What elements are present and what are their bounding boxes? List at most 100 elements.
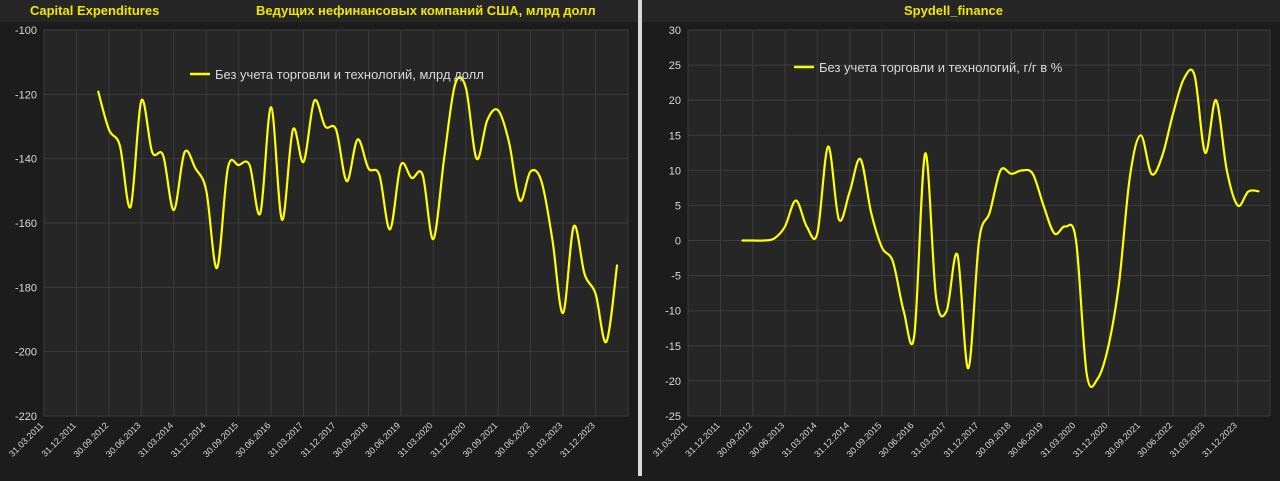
data-point <box>1010 173 1012 175</box>
data-point <box>551 238 553 240</box>
data-point <box>616 264 618 266</box>
data-point <box>249 164 251 166</box>
data-point <box>259 212 261 214</box>
data-point <box>827 145 829 148</box>
y-tick-label: -120 <box>15 89 37 101</box>
data-point <box>335 129 337 131</box>
y-tick-label: 0 <box>675 236 681 248</box>
left-chart: -100-120-140-160-180-200-22031.03.201131… <box>7 25 629 459</box>
data-point <box>870 211 872 214</box>
y-tick-label: 25 <box>669 60 681 72</box>
data-point <box>411 177 413 179</box>
series-line <box>741 68 1260 388</box>
data-point <box>763 239 765 242</box>
center-title: Ведущих нефинансовых компаний США, млрд … <box>256 3 596 18</box>
data-point <box>1161 155 1163 157</box>
data-point <box>1226 169 1228 171</box>
data-point <box>1032 173 1034 175</box>
data-point <box>140 100 142 102</box>
data-point <box>216 267 218 269</box>
y-tick-label: -10 <box>665 306 681 318</box>
data-point <box>924 152 926 155</box>
data-point <box>486 119 488 121</box>
data-point <box>270 106 272 108</box>
data-point <box>303 161 305 163</box>
data-point <box>605 341 607 343</box>
data-point <box>422 174 424 176</box>
y-tick-label: -15 <box>665 341 681 353</box>
data-point <box>1021 169 1023 171</box>
data-point <box>1258 190 1260 192</box>
y-tick-label: -100 <box>15 25 37 37</box>
data-point <box>367 167 369 169</box>
data-point <box>1075 239 1077 242</box>
y-tick-label: -20 <box>665 376 681 388</box>
data-point <box>1042 204 1045 207</box>
data-point <box>238 164 240 166</box>
data-point <box>741 239 743 242</box>
data-point <box>292 129 294 131</box>
data-point <box>752 239 754 242</box>
y-tick-label: -180 <box>15 282 37 294</box>
x-tick-label: 31.12.2023 <box>558 420 597 459</box>
data-point <box>346 180 348 182</box>
data-point <box>562 312 564 314</box>
data-point <box>130 206 132 208</box>
data-point <box>281 219 283 221</box>
y-tick-label: -5 <box>671 271 681 283</box>
data-point <box>1064 225 1066 228</box>
data-point <box>313 100 315 102</box>
data-point <box>1129 176 1131 178</box>
right-chart-panel: 30 25 20 15 10 5 0 -5 -10 -15 -20 -25 31.03.2011 31.1… <box>642 22 1280 476</box>
data-point <box>956 254 958 256</box>
data-point <box>989 211 991 214</box>
data-point <box>1215 99 1217 101</box>
data-point <box>1204 152 1206 154</box>
data-point <box>935 296 937 298</box>
data-point <box>119 145 121 147</box>
y-tick-label: 20 <box>669 95 681 107</box>
data-point <box>1097 378 1099 380</box>
y-tick-label: -160 <box>15 218 37 230</box>
data-point <box>324 125 326 128</box>
legend-label: Без учета торговли и технологий, млрд до… <box>215 67 484 82</box>
panel-divider <box>638 0 642 476</box>
data-point <box>1107 345 1110 347</box>
y-tick-label: -220 <box>15 411 37 423</box>
data-point <box>967 367 969 369</box>
data-point <box>1086 373 1088 375</box>
data-point <box>184 151 186 153</box>
y-tick-label: -140 <box>15 154 37 166</box>
y-tick-label: 5 <box>675 200 681 212</box>
data-point <box>773 237 775 239</box>
data-point <box>443 158 445 160</box>
data-point <box>999 169 1002 171</box>
data-point <box>1194 75 1196 77</box>
data-point <box>978 239 980 242</box>
data-point <box>806 225 808 228</box>
data-point <box>795 199 797 202</box>
data-point <box>946 310 948 312</box>
data-point <box>784 225 786 228</box>
data-point <box>1247 190 1249 192</box>
data-point <box>1172 113 1174 115</box>
data-point <box>838 218 840 221</box>
x-tick-label: 31.12.2023 <box>1200 420 1239 459</box>
data-point <box>508 142 510 144</box>
data-point <box>497 109 499 111</box>
data-point <box>1140 134 1142 136</box>
data-point <box>849 190 851 192</box>
data-point <box>432 238 434 240</box>
data-point <box>892 261 894 263</box>
data-point <box>1053 232 1055 235</box>
data-point <box>465 87 467 89</box>
data-point <box>1150 173 1153 175</box>
data-point <box>205 190 207 192</box>
data-point <box>529 170 532 173</box>
data-point <box>97 90 99 92</box>
y-tick-label: 15 <box>669 130 681 142</box>
data-point <box>151 151 153 153</box>
data-point <box>227 167 229 169</box>
data-point <box>389 228 391 230</box>
y-tick-label: -200 <box>15 347 37 359</box>
